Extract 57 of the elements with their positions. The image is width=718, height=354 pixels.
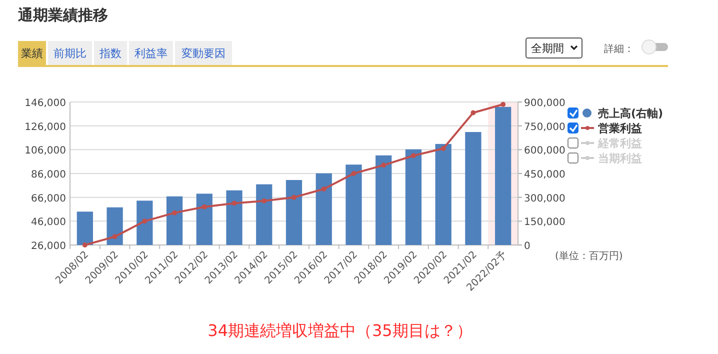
point [470, 110, 476, 116]
text: 詳細： [604, 43, 634, 55]
bar [316, 173, 332, 245]
dropdown: 全期間 [526, 38, 582, 58]
legend-item: 営業利益 [568, 122, 642, 135]
point [232, 200, 237, 206]
point [440, 146, 446, 151]
point [500, 102, 506, 107]
bar [286, 180, 302, 245]
point [292, 194, 296, 200]
y-tick-label: 66,000 [31, 193, 66, 204]
y-tick-label: 86,000 [31, 170, 66, 180]
text: 34期連続増収増益中（35期目は？） [208, 321, 472, 340]
point [82, 242, 88, 248]
legend-label: 売上高(右軸) [598, 107, 664, 120]
y2-tick-label: 900,000 [524, 98, 566, 109]
tab: 指数 [94, 41, 127, 65]
point [321, 186, 326, 192]
y-tick-label: 146,000 [24, 98, 66, 109]
bar [76, 212, 93, 245]
legend-label: 営業利益 [598, 122, 642, 135]
bar [136, 200, 153, 245]
y-tick-label: 106,000 [24, 146, 66, 157]
point [410, 153, 416, 158]
bar [166, 196, 183, 245]
y2-tick-label: 750,000 [524, 122, 566, 133]
bar [226, 190, 242, 245]
bar [405, 149, 422, 245]
tab: 変動要因 [175, 41, 232, 65]
y-tick-label: 126,000 [24, 122, 66, 133]
y2-tick-label: 600,000 [524, 146, 566, 157]
point [381, 162, 386, 168]
point [202, 204, 207, 210]
tab: 前期比 [48, 41, 92, 65]
bar [346, 164, 362, 245]
text: (単位：百万円) [555, 250, 623, 262]
legend-item: 売上高(右軸) [568, 107, 664, 120]
y2-tick-label: 0 [524, 241, 530, 252]
tab: 利益率 [129, 41, 173, 65]
bar [465, 132, 482, 245]
point [262, 198, 267, 204]
bar [435, 144, 452, 245]
bar [196, 194, 212, 245]
y-tick-label: 26,000 [31, 241, 66, 252]
point [351, 171, 356, 176]
bar [256, 184, 272, 245]
bar [376, 155, 392, 245]
y2-tick-label: 450,000 [524, 170, 566, 180]
point [172, 210, 178, 216]
y2-tick-label: 300,000 [524, 193, 566, 204]
y2-tick-label: 150,000 [524, 217, 566, 228]
bar [106, 207, 123, 245]
y-tick-label: 46,000 [31, 217, 66, 228]
point [112, 234, 118, 240]
point [142, 218, 148, 224]
chart-title: 通期業績推移 [17, 6, 108, 24]
tab: 業績 [18, 41, 46, 65]
